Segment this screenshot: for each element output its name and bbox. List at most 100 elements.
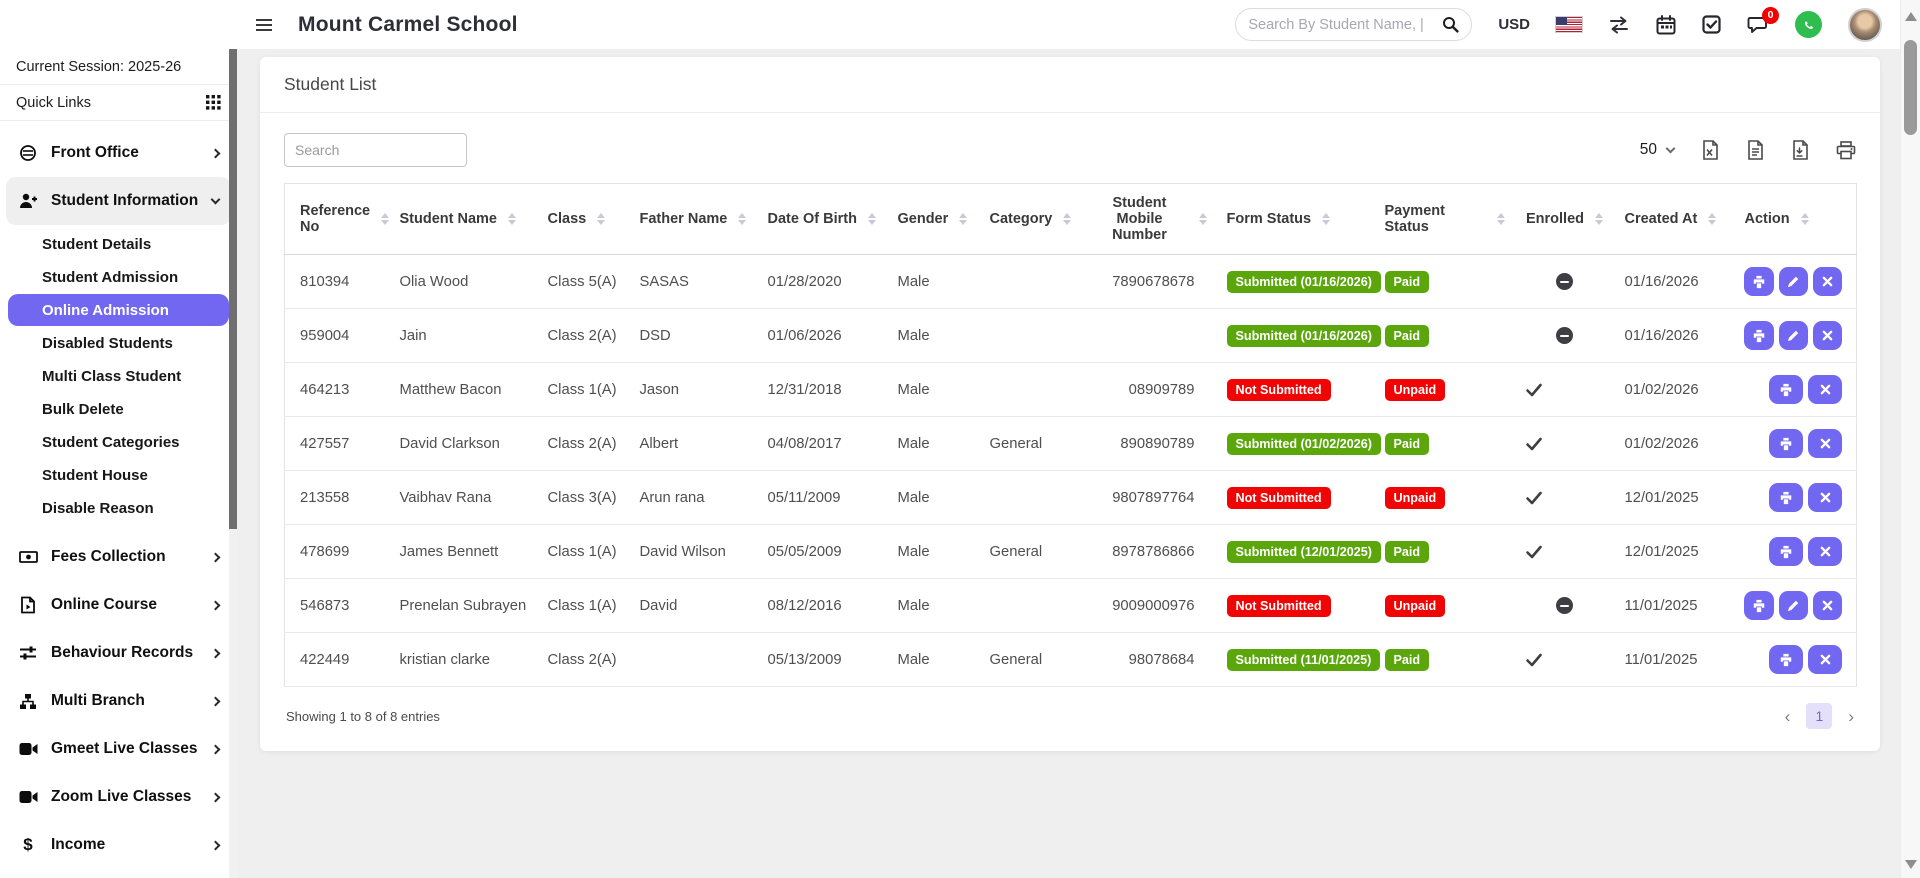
close-action-button[interactable] [1812,591,1842,620]
swap-arrows-icon[interactable] [1608,16,1630,34]
export-pdf-button[interactable] [1791,140,1809,160]
print-button[interactable] [1836,140,1856,160]
scroll-down-arrow[interactable] [1901,854,1920,874]
sidebar-item-multi-class-student[interactable]: Multi Class Student [8,360,229,392]
sidebar-item-student-information[interactable]: Student Information [6,177,231,225]
sidebar-item-student-details[interactable]: Student Details [8,228,229,260]
pagination-prev-button[interactable]: ‹ [1784,706,1791,726]
pagination-page-1[interactable]: 1 [1806,703,1833,729]
page-size-select[interactable]: 50 [1640,141,1676,159]
payment-status-badge: Paid [1384,270,1430,293]
edit-action-button[interactable] [1778,321,1808,350]
column-header-created-at[interactable]: Created At [1614,183,1735,255]
page-scrollbar[interactable] [1900,0,1920,878]
sidebar-scrollbar-thumb[interactable] [229,49,237,529]
cell-gender: Male [887,254,980,309]
sidebar-item-income[interactable]: $ Income [6,821,231,869]
column-header-label: Date Of Birth [767,211,857,227]
column-header-reference-no[interactable]: Reference No [284,183,390,255]
cell-class: Class 1(A) [537,524,630,579]
scroll-up-arrow[interactable] [1901,6,1920,26]
chat-icon[interactable]: 0 [1747,6,1779,35]
form-status-badge: Submitted (01/02/2026) [1226,432,1381,455]
sidebar-item-disable-reason[interactable]: Disable Reason [8,492,229,524]
export-csv-button[interactable] [1746,140,1764,160]
column-header-class[interactable]: Class [537,183,630,255]
cell-student-name: James Bennett [389,524,538,579]
sidebar-item-zoom-live-classes[interactable]: Zoom Live Classes [6,773,231,821]
edit-action-button[interactable] [1778,267,1808,296]
print-action-button[interactable] [1769,429,1803,458]
close-action-button[interactable] [1808,483,1842,512]
task-check-icon[interactable] [1702,15,1721,34]
print-action-button[interactable] [1769,483,1803,512]
column-header-date-of-birth[interactable]: Date Of Birth [757,183,888,255]
column-header-payment-status[interactable]: Payment Status [1374,183,1515,255]
submenu-label: Student Details [42,235,152,253]
column-header-student-mobile-number[interactable]: Student Mobile Number [1081,183,1217,255]
print-action-button[interactable] [1769,645,1803,674]
calendar-icon[interactable] [1656,14,1676,35]
currency-selector[interactable]: USD [1498,16,1530,33]
user-avatar[interactable] [1848,7,1882,42]
column-header-enrolled[interactable]: Enrolled [1514,183,1615,255]
payment-status-badge: Paid [1384,540,1430,563]
language-flag-us[interactable] [1556,17,1582,32]
hamburger-menu-icon[interactable] [256,12,282,38]
sidebar-item-disabled-students[interactable]: Disabled Students [8,327,229,359]
print-action-button[interactable] [1744,267,1774,296]
scrollbar-thumb[interactable] [1904,40,1917,135]
sidebar-item-multi-branch[interactable]: Multi Branch [6,677,231,725]
column-header-category[interactable]: Category [979,183,1082,255]
sidebar-item-online-course[interactable]: Online Course [6,581,231,629]
print-action-button[interactable] [1769,375,1803,404]
print-action-button[interactable] [1744,591,1774,620]
export-excel-button[interactable] [1701,140,1719,160]
cell-student-name: Matthew Bacon [389,362,538,417]
school-name: Mount Carmel School [298,12,518,36]
cell-gender: Male [887,470,980,525]
global-search-input[interactable] [1248,16,1443,33]
close-action-button[interactable] [1812,321,1842,350]
pagination-next-button[interactable]: › [1848,706,1854,726]
close-action-button[interactable] [1808,375,1842,404]
sidebar-item-student-admission[interactable]: Student Admission [8,261,229,293]
global-search[interactable] [1235,8,1473,41]
student-information-submenu: Student Details Student Admission Online… [6,225,231,533]
column-header-form-status[interactable]: Form Status [1216,183,1375,255]
sidebar-item-bulk-delete[interactable]: Bulk Delete [8,393,229,425]
sidebar-item-online-admission[interactable]: Online Admission [8,294,229,326]
cell-reference-no: 959004 [284,308,390,363]
chevron-right-icon [210,648,221,658]
sort-icon [738,213,747,225]
sidebar-item-front-office[interactable]: Front Office [6,129,231,177]
enrolled-minus-icon [1556,327,1573,344]
table-search-input[interactable] [284,133,467,167]
search-icon[interactable] [1442,16,1459,33]
column-header-gender[interactable]: Gender [887,183,980,255]
sidebar-group-student-information: Student Information [6,177,231,225]
column-header-student-name[interactable]: Student Name [389,183,538,255]
close-action-button[interactable] [1808,537,1842,566]
sidebar-item-gmeet-live-classes[interactable]: Gmeet Live Classes [6,725,231,773]
column-header-action[interactable]: Action [1734,183,1857,255]
sidebar-item-student-house[interactable]: Student House [8,459,229,491]
column-header-label: Reference No [300,203,371,235]
sidebar-item-fees-collection[interactable]: Fees Collection [6,533,231,581]
close-action-button[interactable] [1808,645,1842,674]
close-action-button[interactable] [1812,267,1842,296]
sidebar-item-behaviour-records[interactable]: Behaviour Records [6,629,231,677]
form-status-badge: Submitted (01/16/2026) [1226,324,1381,347]
edit-action-button[interactable] [1778,591,1808,620]
close-action-button[interactable] [1808,429,1842,458]
multi-branch-icon [18,693,38,710]
print-action-button[interactable] [1744,321,1774,350]
quick-links[interactable]: Quick Links [0,85,237,121]
print-action-button[interactable] [1769,537,1803,566]
column-header-father-name[interactable]: Father Name [629,183,758,255]
sidebar-item-student-categories[interactable]: Student Categories [8,426,229,458]
whatsapp-icon[interactable] [1795,11,1822,38]
cell-created-at: 01/02/2026 [1614,416,1735,471]
sidebar-scrollbar[interactable] [229,49,237,878]
sort-icon [1198,213,1207,225]
